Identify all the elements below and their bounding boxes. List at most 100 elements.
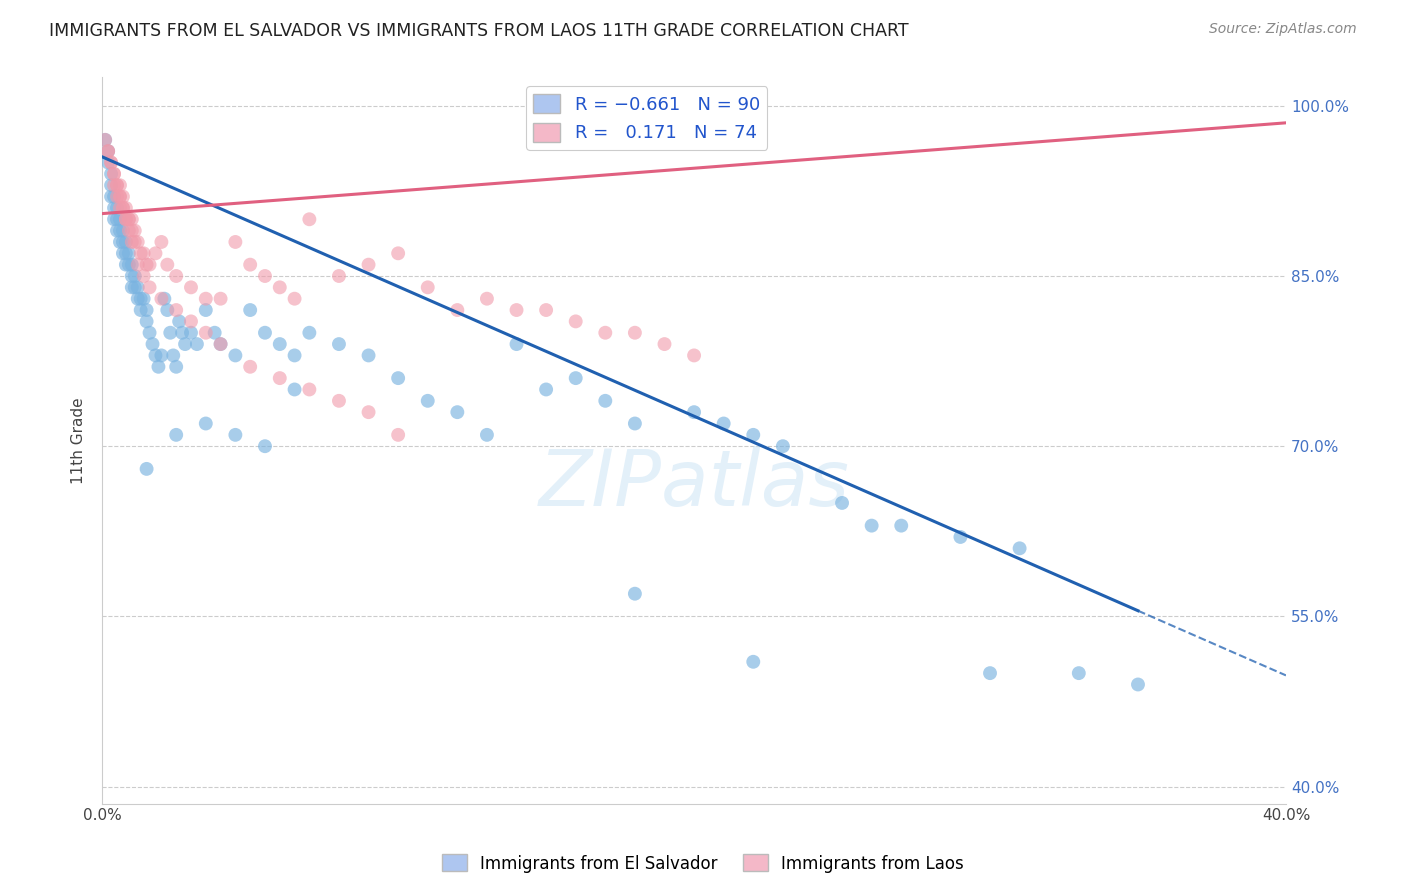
Point bbox=[224, 235, 246, 249]
Point bbox=[239, 359, 262, 374]
Point bbox=[118, 224, 141, 238]
Point bbox=[357, 258, 380, 272]
Point bbox=[194, 326, 217, 340]
Point bbox=[115, 235, 138, 249]
Point bbox=[111, 201, 134, 215]
Point bbox=[121, 212, 143, 227]
Point bbox=[108, 224, 131, 238]
Text: ZIPatlas: ZIPatlas bbox=[538, 446, 849, 522]
Point bbox=[328, 393, 350, 408]
Point bbox=[979, 666, 1001, 681]
Point bbox=[124, 268, 146, 283]
Point bbox=[194, 292, 217, 306]
Point bbox=[284, 292, 307, 306]
Point bbox=[145, 348, 167, 362]
Point bbox=[127, 258, 149, 272]
Point bbox=[97, 144, 120, 158]
Point bbox=[138, 326, 160, 340]
Point bbox=[103, 167, 125, 181]
Point bbox=[115, 212, 138, 227]
Point bbox=[111, 189, 134, 203]
Point bbox=[124, 280, 146, 294]
Point bbox=[115, 258, 138, 272]
Point bbox=[141, 337, 163, 351]
Point bbox=[121, 224, 143, 238]
Point bbox=[135, 258, 157, 272]
Point bbox=[860, 518, 883, 533]
Point bbox=[150, 348, 173, 362]
Point bbox=[103, 201, 125, 215]
Point bbox=[1126, 677, 1149, 691]
Point bbox=[97, 144, 120, 158]
Point bbox=[1067, 666, 1090, 681]
Point bbox=[180, 326, 202, 340]
Point bbox=[284, 348, 307, 362]
Point bbox=[108, 235, 131, 249]
Point bbox=[595, 326, 617, 340]
Point bbox=[132, 292, 155, 306]
Point bbox=[505, 337, 527, 351]
Point bbox=[742, 428, 765, 442]
Point bbox=[111, 246, 134, 260]
Point bbox=[121, 235, 143, 249]
Point bbox=[108, 189, 131, 203]
Point bbox=[534, 383, 557, 397]
Point bbox=[129, 303, 152, 318]
Point bbox=[831, 496, 853, 510]
Point bbox=[121, 268, 143, 283]
Point bbox=[387, 246, 409, 260]
Point bbox=[446, 405, 468, 419]
Point bbox=[269, 337, 291, 351]
Legend: Immigrants from El Salvador, Immigrants from Laos: Immigrants from El Salvador, Immigrants … bbox=[436, 847, 970, 880]
Point bbox=[194, 417, 217, 431]
Point bbox=[145, 246, 167, 260]
Point bbox=[108, 212, 131, 227]
Point bbox=[105, 178, 128, 193]
Point bbox=[194, 303, 217, 318]
Point bbox=[654, 337, 676, 351]
Point bbox=[505, 303, 527, 318]
Point bbox=[115, 212, 138, 227]
Point bbox=[100, 155, 122, 169]
Point bbox=[624, 587, 647, 601]
Point bbox=[138, 280, 160, 294]
Point bbox=[124, 235, 146, 249]
Point bbox=[94, 133, 117, 147]
Point bbox=[108, 189, 131, 203]
Point bbox=[108, 178, 131, 193]
Point bbox=[328, 268, 350, 283]
Point bbox=[105, 224, 128, 238]
Point bbox=[156, 258, 179, 272]
Point bbox=[683, 405, 706, 419]
Point bbox=[118, 212, 141, 227]
Point bbox=[150, 235, 173, 249]
Point bbox=[150, 292, 173, 306]
Text: Source: ZipAtlas.com: Source: ZipAtlas.com bbox=[1209, 22, 1357, 37]
Point bbox=[284, 383, 307, 397]
Point bbox=[357, 348, 380, 362]
Point bbox=[129, 246, 152, 260]
Point bbox=[180, 280, 202, 294]
Point bbox=[165, 428, 187, 442]
Point bbox=[174, 337, 197, 351]
Point bbox=[103, 178, 125, 193]
Point bbox=[298, 326, 321, 340]
Point bbox=[949, 530, 972, 544]
Point bbox=[357, 405, 380, 419]
Point bbox=[127, 235, 149, 249]
Point bbox=[269, 280, 291, 294]
Point bbox=[269, 371, 291, 385]
Point bbox=[1008, 541, 1031, 556]
Point bbox=[180, 314, 202, 328]
Point bbox=[416, 280, 439, 294]
Point bbox=[97, 144, 120, 158]
Point bbox=[742, 655, 765, 669]
Point bbox=[624, 326, 647, 340]
Point bbox=[387, 428, 409, 442]
Point bbox=[534, 303, 557, 318]
Point bbox=[105, 201, 128, 215]
Point bbox=[127, 280, 149, 294]
Point bbox=[713, 417, 735, 431]
Point bbox=[103, 212, 125, 227]
Point bbox=[132, 246, 155, 260]
